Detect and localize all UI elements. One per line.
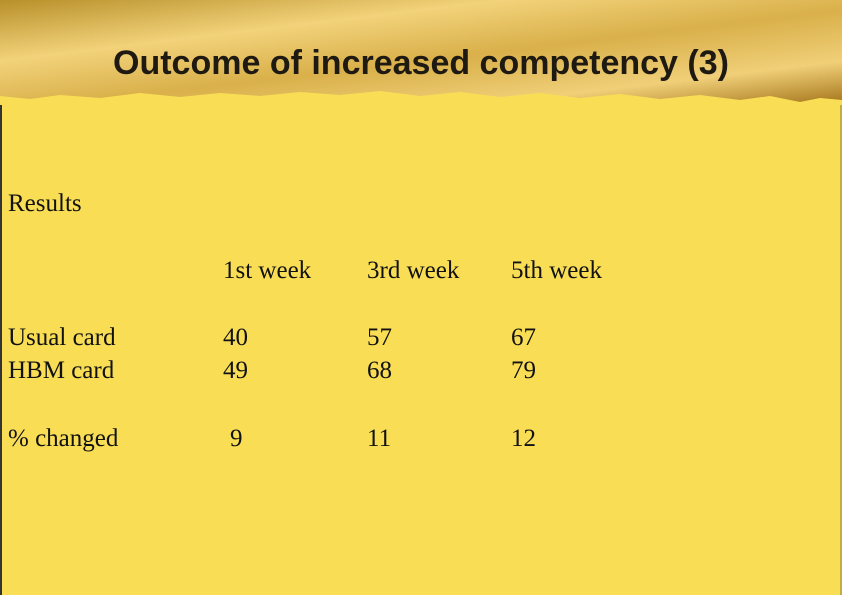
row-label: HBM card (8, 357, 115, 384)
row-label: Usual card (8, 324, 116, 351)
table-cell: 67 (511, 324, 536, 351)
slide-title: Outcome of increased competency (3) (113, 44, 729, 82)
slide-border (0, 105, 842, 595)
table-cell: 79 (511, 357, 536, 384)
table-cell: 57 (367, 324, 392, 351)
column-header: 3rd week (367, 257, 460, 284)
table-cell: 68 (367, 357, 392, 384)
table-cell: 49 (223, 357, 248, 384)
table-cell: 11 (367, 425, 392, 452)
row-label: % changed (8, 425, 119, 452)
section-label: Results (8, 190, 82, 217)
table-cell: 40 (223, 324, 248, 351)
title-band (0, 0, 842, 110)
table-cell: 12 (511, 425, 536, 452)
table-cell: 9 (230, 425, 243, 452)
column-header: 5th week (511, 257, 602, 284)
column-header: 1st week (223, 257, 312, 284)
